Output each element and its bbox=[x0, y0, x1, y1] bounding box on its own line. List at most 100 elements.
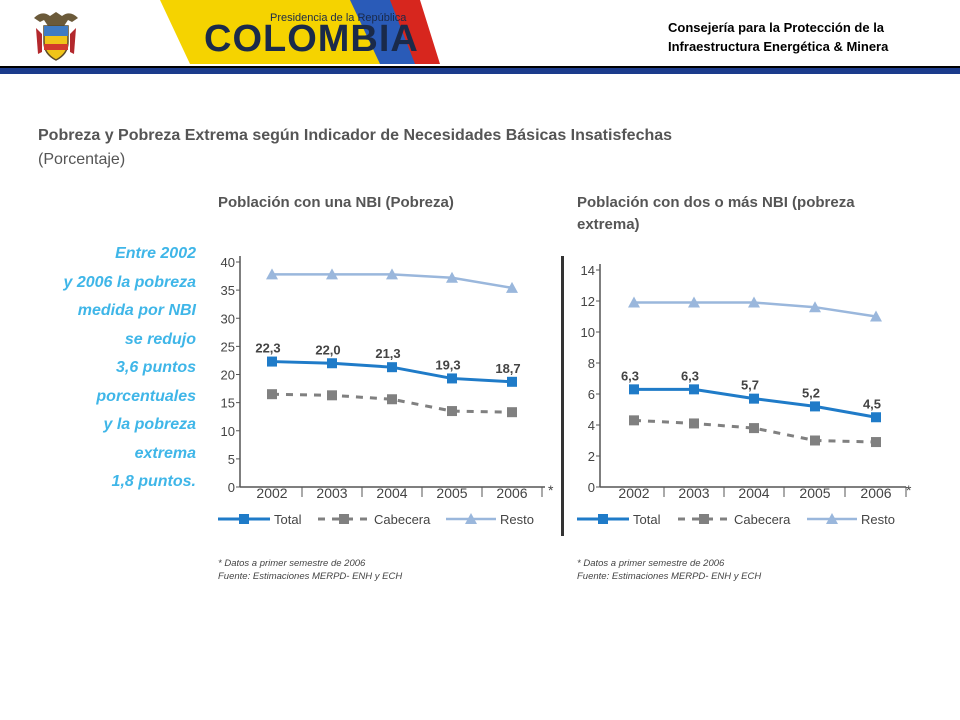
header-rule bbox=[0, 66, 960, 74]
logo-big-text: COLOMBIA bbox=[204, 18, 419, 60]
chart-divider bbox=[561, 256, 564, 536]
data-point-cabecera bbox=[810, 435, 820, 446]
y-tick-label: 0 bbox=[228, 480, 235, 495]
data-point-total bbox=[387, 362, 397, 373]
data-label: 19,3 bbox=[435, 357, 460, 372]
chart-extreme-poverty: 0 2 4 6 8 10 12 14 2002 2003 2004 2005 2006 * 6,3 6,3 5,… bbox=[577, 263, 912, 527]
y-tick-label: 6 bbox=[588, 387, 595, 402]
header-org-name: Consejería para la Protección de la Infr… bbox=[668, 18, 953, 56]
data-label: 21,3 bbox=[375, 346, 400, 361]
series-line-cabecera bbox=[633, 418, 877, 444]
y-tick-label: 4 bbox=[588, 418, 595, 433]
data-label: 6,3 bbox=[621, 368, 639, 383]
sidebar-line: 1,8 puntos. bbox=[111, 473, 196, 490]
x-tick-label: 2006 bbox=[860, 485, 891, 501]
y-tick-label: 0 bbox=[588, 480, 595, 495]
data-point-cabecera bbox=[387, 394, 397, 405]
presidency-logo: Presidencia de la República COLOMBIA bbox=[100, 0, 440, 64]
sidebar-line: porcentuales bbox=[96, 387, 196, 405]
legend-marker-total bbox=[598, 514, 608, 524]
y-tick-label: 5 bbox=[228, 452, 235, 467]
data-label: 22,3 bbox=[255, 341, 280, 356]
x-tick-label: 2005 bbox=[799, 485, 830, 501]
sidebar-line: medida por NBI bbox=[77, 302, 196, 319]
data-point-total bbox=[327, 358, 337, 369]
legend-label-total: Total bbox=[633, 512, 661, 527]
legend-marker-cabecera bbox=[699, 514, 709, 524]
y-tick-label: 25 bbox=[221, 339, 235, 354]
legend-marker-cabecera bbox=[339, 514, 349, 524]
x-tick-label: 2004 bbox=[376, 485, 407, 501]
footnote-poverty: * Datos a primer semestre de 2006 Fuente… bbox=[218, 557, 402, 583]
legend-label-cabecera: Cabecera bbox=[734, 512, 791, 527]
y-tick-label: 35 bbox=[221, 283, 235, 298]
data-label: 5,2 bbox=[802, 385, 820, 400]
data-point-resto bbox=[446, 271, 458, 283]
data-label: 5,7 bbox=[741, 378, 759, 393]
data-point-total bbox=[871, 412, 881, 423]
legend-marker-total bbox=[239, 514, 249, 524]
data-point-cabecera bbox=[447, 406, 457, 417]
x-tick-label: 2005 bbox=[436, 485, 467, 501]
legend-marker-resto bbox=[465, 513, 477, 524]
header-rule-top bbox=[0, 66, 960, 68]
data-point-resto bbox=[688, 296, 700, 308]
sidebar-line: y 2006 la pobreza bbox=[63, 273, 196, 291]
data-point-resto bbox=[748, 296, 760, 308]
data-point-resto bbox=[386, 268, 398, 280]
data-point-total bbox=[689, 384, 699, 395]
data-label: 22,0 bbox=[315, 342, 340, 357]
sidebar-line: Entre 2002 bbox=[115, 245, 196, 262]
data-point-cabecera bbox=[507, 407, 517, 418]
data-point-cabecera bbox=[689, 418, 699, 429]
data-point-cabecera bbox=[327, 390, 337, 401]
data-point-cabecera bbox=[749, 423, 759, 434]
x-tick-label: 2002 bbox=[256, 485, 287, 501]
data-point-resto bbox=[628, 296, 640, 308]
legend-label-total: Total bbox=[274, 512, 302, 527]
y-tick-label: 8 bbox=[588, 356, 595, 371]
data-point-resto bbox=[506, 281, 518, 293]
footnote-extreme-poverty: * Datos a primer semestre de 2006 Fuente… bbox=[577, 557, 761, 583]
footnote-line: * Datos a primer semestre de 2006 bbox=[577, 558, 725, 569]
header-org-line2: Infraestructura Energética & Minera bbox=[668, 39, 889, 54]
x-note-star: * bbox=[548, 482, 554, 498]
x-note-star: * bbox=[906, 482, 912, 498]
series-line-cabecera bbox=[271, 392, 513, 414]
sidebar-note: Entre 2002 y 2006 la pobreza medida por … bbox=[40, 240, 196, 497]
data-point-cabecera bbox=[871, 437, 881, 448]
chart-title-extreme-poverty: Población con dos o más NBI (pobreza ext… bbox=[577, 194, 855, 233]
chart-title-poverty: Población con una NBI (Pobreza) bbox=[218, 194, 454, 211]
y-tick-label: 15 bbox=[221, 396, 235, 411]
sidebar-line: 3,6 puntos bbox=[115, 359, 196, 376]
data-point-total bbox=[629, 384, 639, 395]
x-tick-label: 2002 bbox=[618, 485, 649, 501]
header-org-line1: Consejería para la Protección de la bbox=[668, 20, 885, 35]
x-tick-label: 2003 bbox=[678, 485, 709, 501]
data-point-total bbox=[267, 356, 277, 367]
x-tick-label: 2006 bbox=[496, 485, 527, 501]
data-point-total bbox=[749, 393, 759, 404]
legend-marker-resto bbox=[826, 513, 838, 524]
data-point-total bbox=[447, 373, 457, 384]
data-point-resto bbox=[809, 301, 821, 313]
data-point-resto bbox=[870, 310, 882, 322]
sidebar-line: y la pobreza bbox=[103, 416, 196, 433]
legend-label-resto: Resto bbox=[861, 512, 895, 527]
data-label: 4,5 bbox=[863, 396, 881, 411]
data-label: 18,7 bbox=[495, 361, 520, 376]
x-tick-label: 2004 bbox=[738, 485, 769, 501]
y-tick-label: 2 bbox=[588, 449, 595, 464]
page-subtitle: (Porcentaje) bbox=[38, 151, 126, 168]
y-tick-label: 14 bbox=[581, 263, 595, 278]
sidebar-line: extrema bbox=[134, 444, 196, 462]
sidebar-line: se redujo bbox=[124, 330, 196, 348]
data-point-total bbox=[810, 401, 820, 412]
y-tick-label: 40 bbox=[221, 255, 235, 270]
chart-poverty: 0 5 10 15 20 25 30 35 40 2002 2003 2004 2005 2006 * 22,… bbox=[218, 255, 554, 527]
y-tick-label: 10 bbox=[581, 325, 595, 340]
logo-small-text: Presidencia de la República bbox=[270, 12, 407, 24]
y-tick-label: 12 bbox=[581, 294, 595, 309]
data-label: 6,3 bbox=[681, 368, 699, 383]
